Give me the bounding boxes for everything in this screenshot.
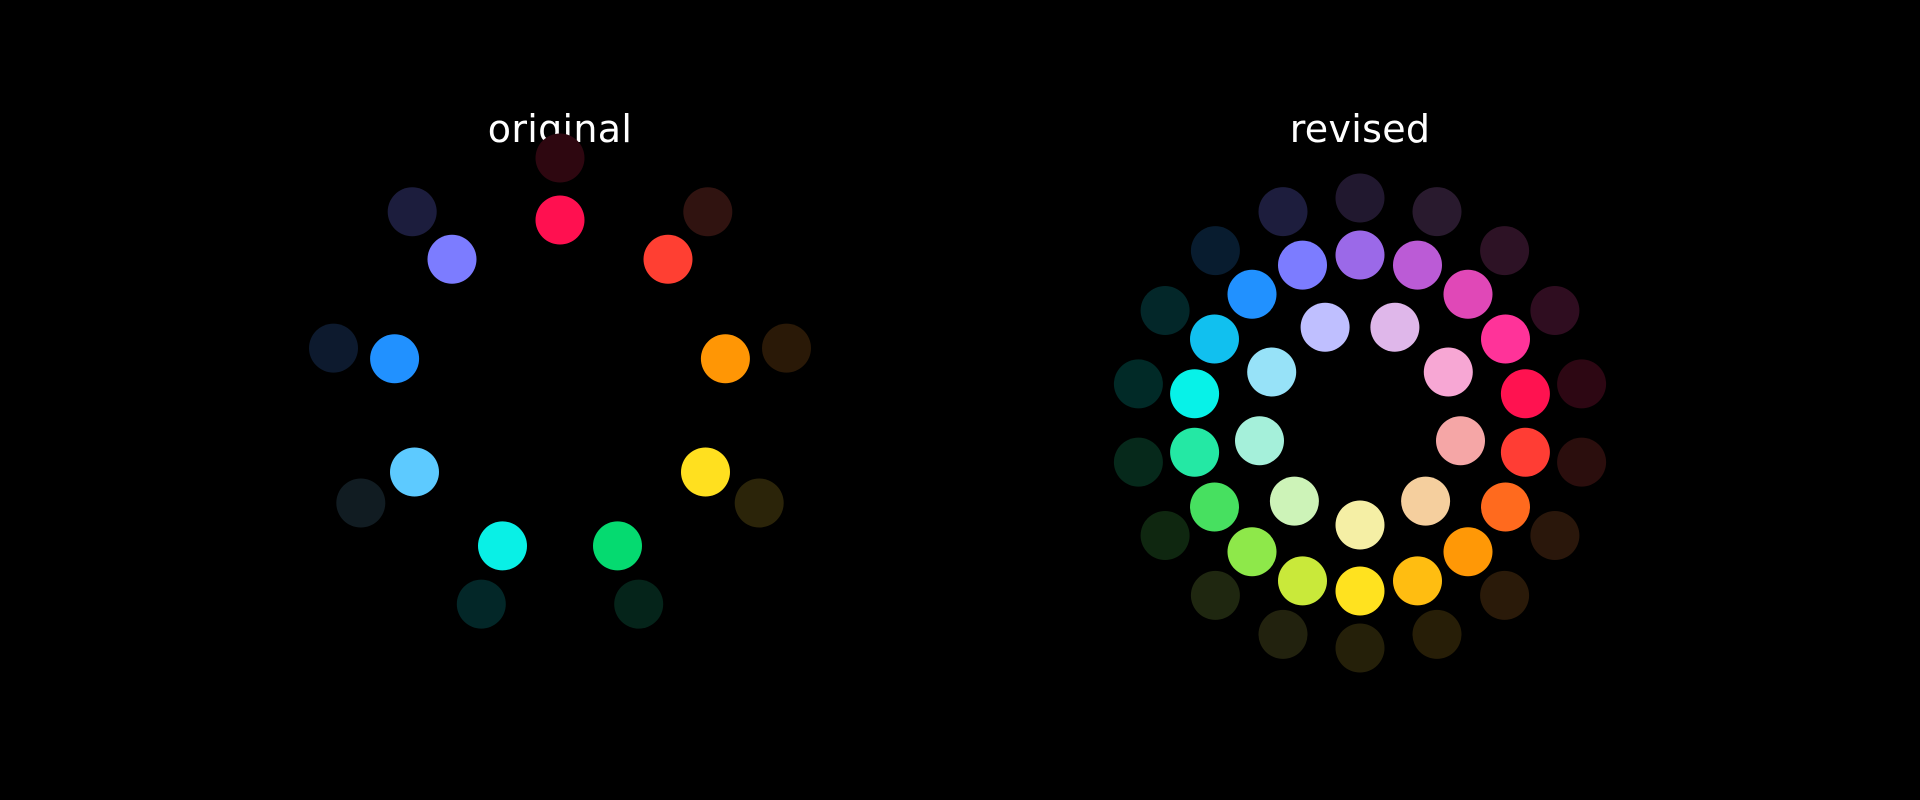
color-dot-revised-middle-13 (1170, 428, 1219, 477)
color-dot-original-outer-4 (614, 580, 663, 629)
color-dot-original-outer-6 (336, 479, 385, 528)
color-dot-revised-outer-7 (1480, 571, 1529, 620)
color-dot-revised-outer-11 (1191, 571, 1240, 620)
color-dot-revised-middle-2 (1444, 270, 1493, 319)
color-dot-revised-middle-11 (1228, 527, 1277, 576)
color-dot-revised-inner-2 (1436, 416, 1485, 465)
color-dot-revised-outer-8 (1413, 610, 1462, 659)
color-dot-revised-middle-16 (1228, 270, 1277, 319)
color-dot-revised-middle-5 (1501, 428, 1550, 477)
color-dot-revised-middle-7 (1444, 527, 1493, 576)
color-dot-revised-middle-3 (1481, 315, 1530, 364)
color-dot-revised-inner-6 (1235, 416, 1284, 465)
color-dot-revised-outer-3 (1530, 286, 1579, 335)
color-dot-revised-inner-3 (1401, 477, 1450, 526)
color-wheel-original (309, 134, 811, 629)
color-dot-original-inner-8 (428, 235, 477, 284)
color-dot-revised-outer-10 (1259, 610, 1308, 659)
color-dot-revised-inner-5 (1270, 477, 1319, 526)
color-dot-original-outer-7 (309, 324, 358, 373)
color-dot-original-outer-5 (457, 580, 506, 629)
color-dot-original-inner-3 (681, 448, 730, 497)
color-dot-original-outer-0 (536, 134, 585, 183)
color-dot-revised-middle-0 (1336, 231, 1385, 280)
color-dot-revised-outer-13 (1114, 438, 1163, 487)
color-dot-revised-outer-4 (1557, 359, 1606, 408)
color-wheel-revised (1114, 174, 1606, 673)
color-dot-revised-outer-17 (1259, 187, 1308, 236)
color-dot-original-inner-4 (593, 521, 642, 570)
color-dot-revised-middle-6 (1481, 483, 1530, 532)
color-dot-revised-inner-7 (1247, 348, 1296, 397)
color-dot-revised-middle-15 (1190, 315, 1239, 364)
color-dot-revised-middle-8 (1393, 556, 1442, 605)
color-dot-original-outer-3 (735, 479, 784, 528)
color-dot-original-inner-1 (644, 235, 693, 284)
color-dot-revised-outer-15 (1141, 286, 1190, 335)
color-dot-revised-middle-12 (1190, 483, 1239, 532)
color-dot-original-inner-0 (536, 196, 585, 245)
color-dot-revised-outer-2 (1480, 226, 1529, 275)
color-dot-revised-outer-9 (1336, 624, 1385, 673)
color-dot-revised-middle-10 (1278, 556, 1327, 605)
color-dot-original-inner-7 (370, 334, 419, 383)
color-dot-original-outer-1 (683, 187, 732, 236)
color-dot-original-inner-2 (701, 334, 750, 383)
color-dot-revised-outer-0 (1336, 174, 1385, 223)
color-dot-revised-inner-0 (1370, 303, 1419, 352)
color-dot-revised-outer-12 (1141, 511, 1190, 560)
color-dot-revised-outer-16 (1191, 226, 1240, 275)
color-dot-revised-middle-17 (1278, 241, 1327, 290)
color-dot-original-inner-5 (478, 521, 527, 570)
color-dot-revised-middle-1 (1393, 241, 1442, 290)
color-dot-revised-middle-9 (1336, 567, 1385, 616)
color-dot-revised-outer-5 (1557, 438, 1606, 487)
color-dot-revised-inner-1 (1424, 348, 1473, 397)
color-dot-original-outer-2 (762, 324, 811, 373)
color-dot-revised-middle-4 (1501, 369, 1550, 418)
color-dot-revised-outer-6 (1530, 511, 1579, 560)
color-dot-revised-inner-8 (1301, 303, 1350, 352)
color-dot-revised-inner-4 (1336, 501, 1385, 550)
color-dot-original-outer-8 (388, 187, 437, 236)
color-dot-revised-outer-1 (1413, 187, 1462, 236)
color-dot-original-inner-6 (390, 448, 439, 497)
color-dot-revised-outer-14 (1114, 359, 1163, 408)
color-dot-revised-middle-14 (1170, 369, 1219, 418)
